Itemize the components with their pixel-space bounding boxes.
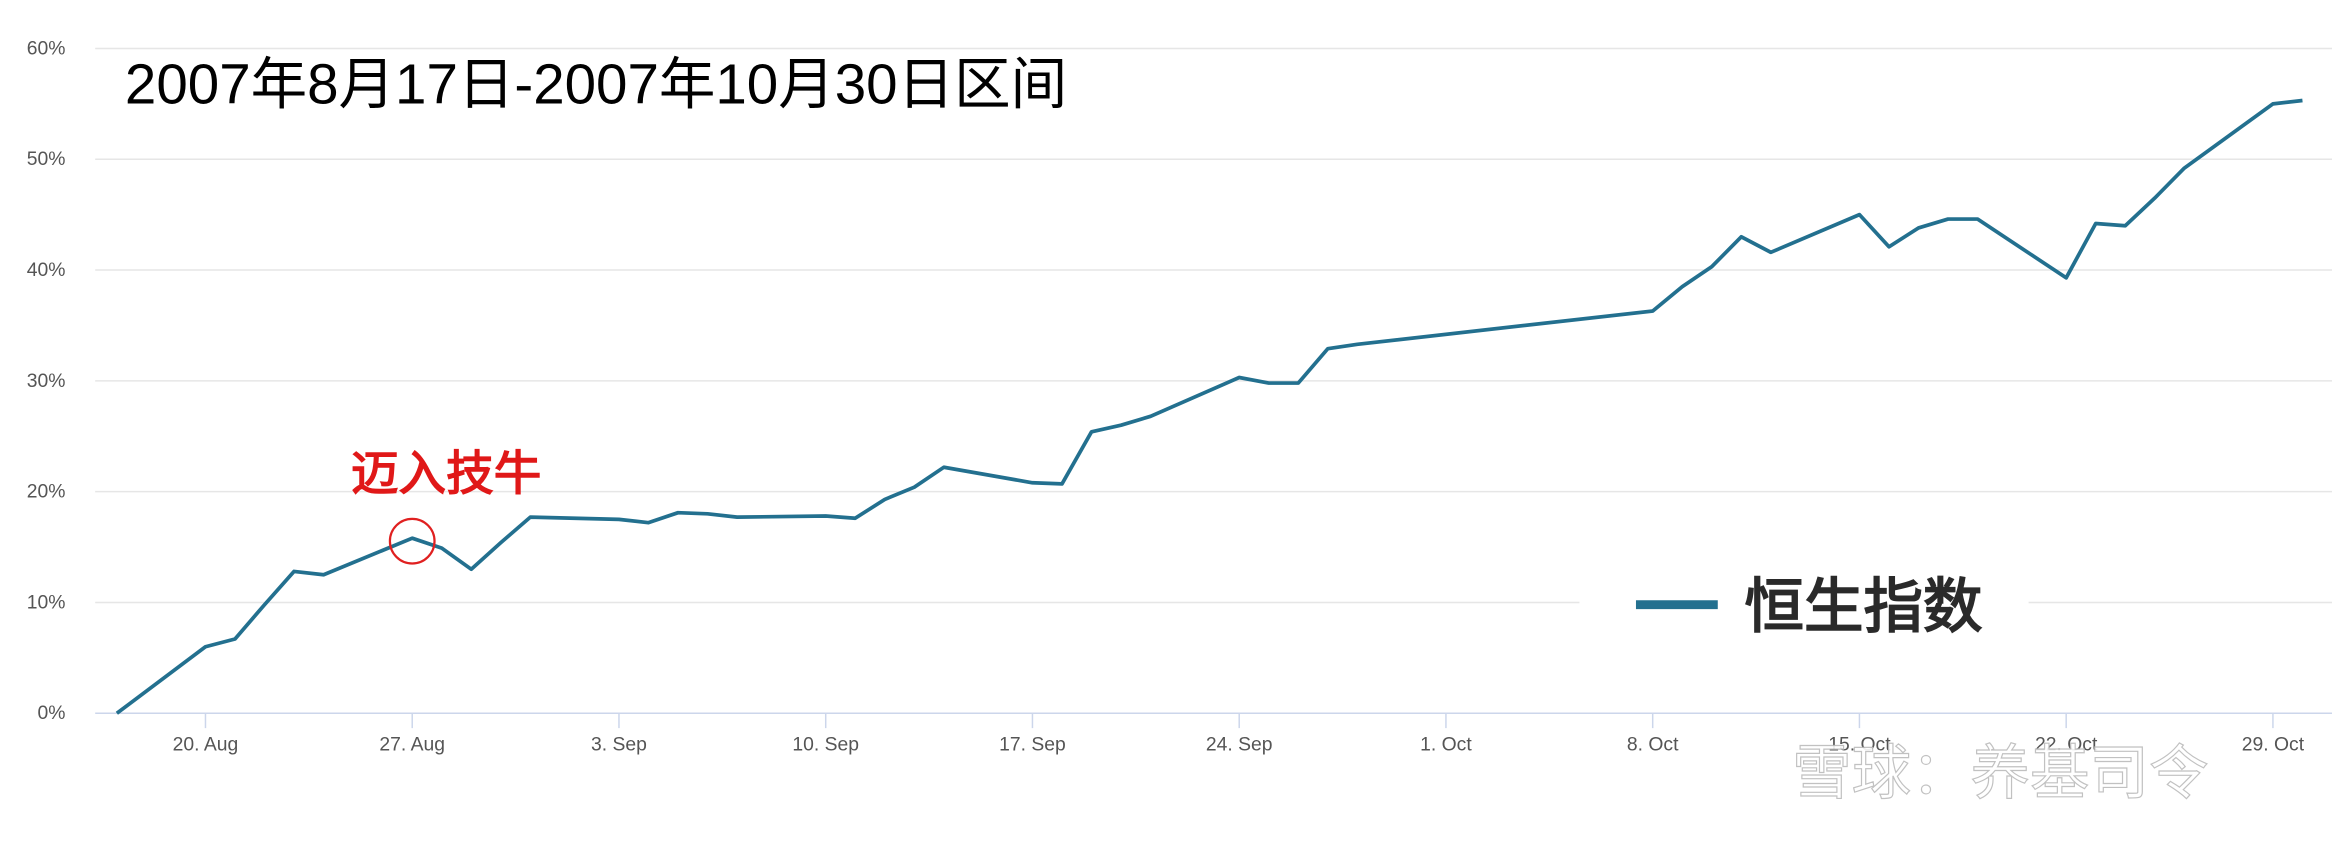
x-tick-label: 10. Sep: [792, 734, 859, 755]
watermark-logo: [1701, 734, 1773, 806]
y-tick-label: 40%: [27, 260, 66, 281]
annotation: 迈入技牛: [351, 448, 541, 501]
chart-title: 2007年8月17日-2007年10月30日区间: [125, 52, 1067, 115]
x-tick-label: 24. Sep: [1206, 734, 1273, 755]
legend-label: 恒生指数: [1745, 573, 1983, 640]
x-tick-label: 17. Sep: [999, 734, 1066, 755]
y-tick-label: 10%: [27, 592, 66, 613]
x-tick-label: 27. Aug: [379, 734, 445, 755]
y-tick-label: 50%: [27, 149, 66, 170]
x-tick-label: 15. Oct: [1828, 734, 1891, 755]
y-tick-label: 30%: [27, 371, 66, 392]
x-tick-label: 22. Oct: [2035, 734, 2098, 755]
watermark: 雪球：养基司令: [1792, 740, 2208, 807]
y-tick-label: 60%: [27, 38, 66, 59]
series-line: [115, 98, 2303, 715]
x-tick-label: 1. Oct: [1420, 734, 1472, 755]
x-tick-label: 3. Sep: [591, 734, 647, 755]
x-tick-label: 8. Oct: [1627, 734, 1679, 755]
x-tick-label: 29. Oct: [2242, 734, 2305, 755]
y-tick-label: 0%: [38, 703, 66, 724]
annotation-circle: [388, 517, 436, 565]
y-tick-label: 20%: [27, 482, 66, 503]
x-tick-label: 20. Aug: [173, 734, 239, 755]
